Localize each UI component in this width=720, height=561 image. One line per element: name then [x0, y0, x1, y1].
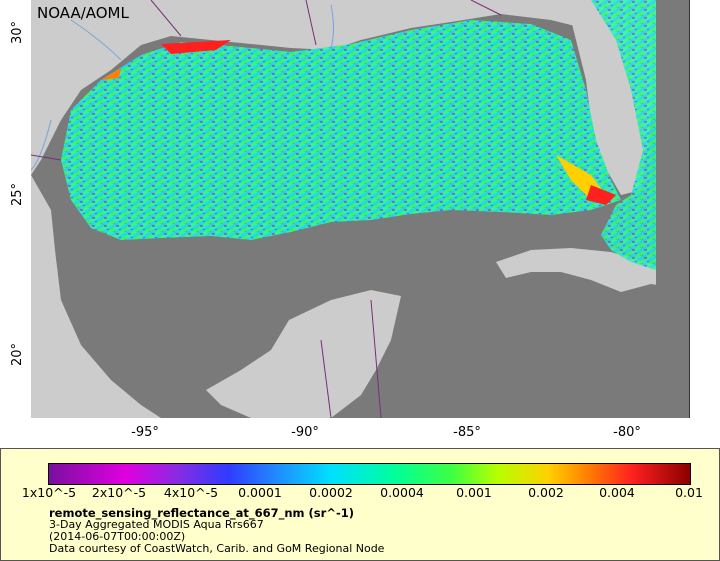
colorbar-label: 2x10^-5	[91, 485, 147, 500]
y-tick-label: 20°	[10, 342, 25, 366]
legend-date: (2014-06-07T00:00:00Z)	[49, 530, 186, 543]
map-view[interactable]: NOAA/AOML	[31, 0, 690, 418]
legend-panel: 1x10^-5 2x10^-5 4x10^-5 0.0001 0.0002 0.…	[0, 448, 720, 561]
colorbar-label: 0.0002	[309, 485, 353, 500]
land-cuba	[496, 248, 689, 292]
colorbar-label: 0.01	[675, 485, 703, 500]
map-canvas	[31, 0, 689, 418]
legend-courtesy: Data courtesy of CoastWatch, Carib. and …	[49, 542, 385, 555]
land-mexico-west	[31, 175, 161, 418]
colorbar-label: 0.0004	[380, 485, 424, 500]
x-tick-label: -85°	[453, 425, 481, 440]
legend-title: remote_sensing_reflectance_at_667_nm (sr…	[49, 506, 354, 520]
x-tick-label: -80°	[613, 425, 641, 440]
y-tick-label: 25°	[10, 182, 25, 206]
colorbar-label: 0.002	[528, 485, 564, 500]
colorbar-label: 0.0001	[238, 485, 282, 500]
colorbar-label: 0.001	[456, 485, 492, 500]
legend-description: 3-Day Aggregated MODIS Aqua Rrs667	[49, 518, 264, 531]
x-tick-label: -90°	[291, 425, 319, 440]
atlantic-coverage	[591, 0, 656, 270]
x-tick-label: -95°	[131, 425, 159, 440]
colorbar-label: 1x10^-5	[21, 485, 77, 500]
land-yucatan	[206, 290, 401, 418]
ocean-coverage	[61, 20, 621, 240]
colorbar-label: 4x10^-5	[163, 485, 219, 500]
colorbar	[48, 463, 691, 485]
y-tick-label: 30°	[10, 20, 25, 44]
map-credit: NOAA/AOML	[37, 4, 129, 22]
colorbar-label: 0.004	[599, 485, 635, 500]
